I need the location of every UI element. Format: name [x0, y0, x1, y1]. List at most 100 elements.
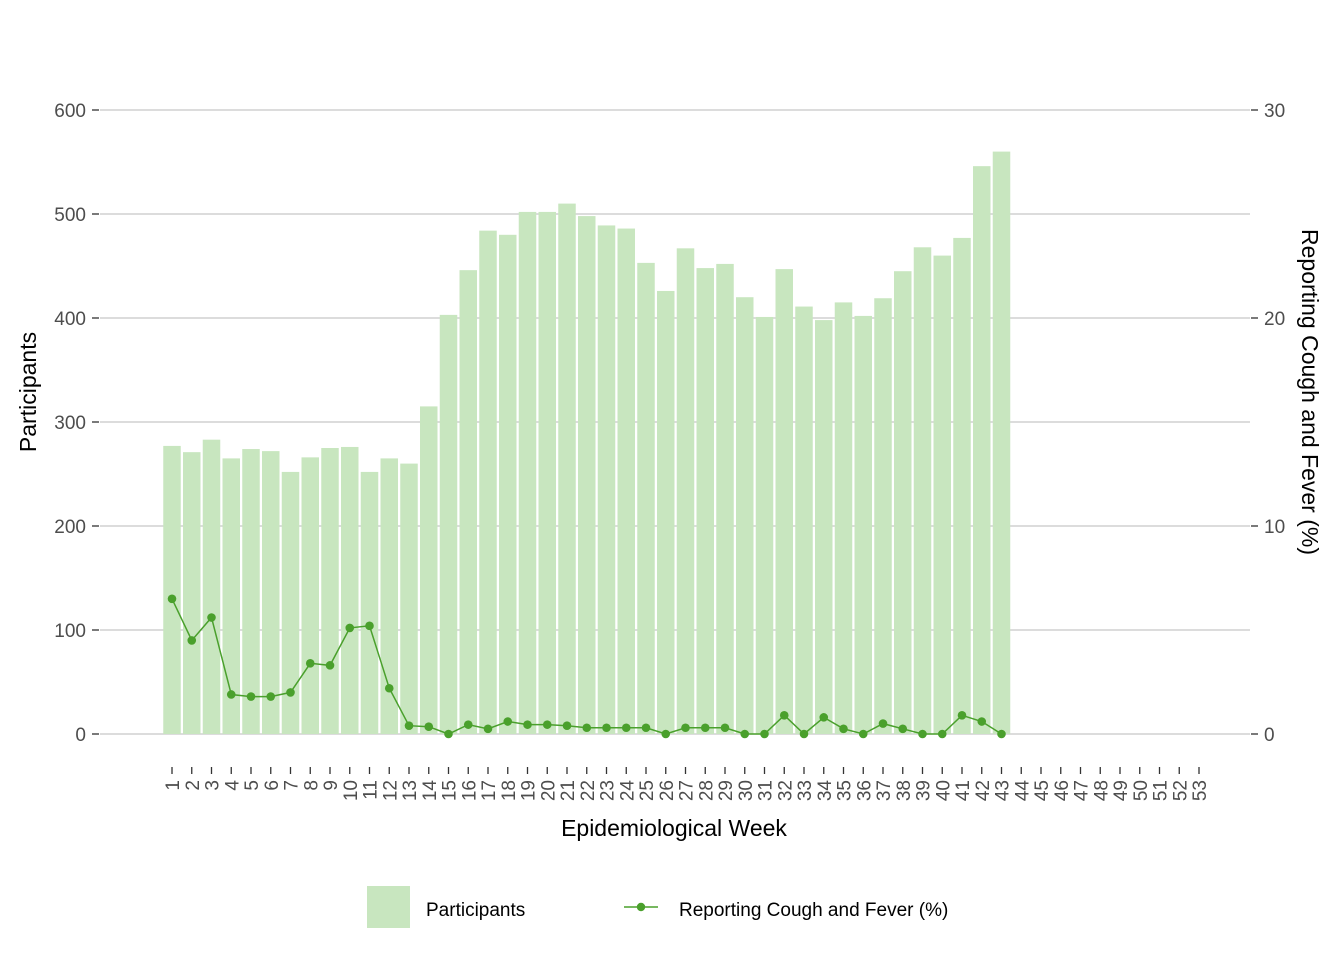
point-week-30: [740, 729, 750, 739]
y-left-tick-label-300: 300: [54, 413, 86, 434]
x-tick-label-24: 24: [617, 780, 638, 802]
x-tick-label-1: 1: [163, 780, 184, 791]
legend-label-cough-fever: Reporting Cough and Fever (%): [679, 900, 948, 921]
x-tick-label-14: 14: [420, 780, 441, 802]
point-week-17: [483, 724, 493, 734]
y-axis-title-right: Reporting Cough and Fever (%): [1297, 229, 1323, 555]
x-tick-label-15: 15: [440, 780, 461, 801]
x-tick-label-18: 18: [499, 780, 520, 801]
point-week-35: [839, 724, 848, 734]
x-tick-label-39: 39: [914, 780, 935, 801]
bar-week-18: [499, 234, 517, 735]
point-week-31: [760, 729, 769, 739]
y-right-tick-label-30: 30: [1264, 101, 1285, 122]
x-tick-label-31: 31: [756, 780, 777, 801]
x-tick-label-44: 44: [1012, 780, 1033, 802]
point-week-40: [937, 729, 947, 739]
bar-week-24: [617, 228, 635, 734]
y-right-tick-label-10: 10: [1264, 517, 1285, 538]
bar-week-42: [973, 166, 991, 734]
bar-week-17: [479, 230, 497, 734]
point-week-20: [542, 720, 552, 729]
point-week-3: [207, 613, 216, 622]
point-week-7: [286, 688, 295, 697]
point-week-6: [266, 692, 276, 701]
legend-label-participants: Participants: [426, 900, 525, 921]
bar-week-5: [242, 449, 260, 734]
x-tick-label-10: 10: [341, 780, 362, 801]
bar-week-16: [459, 270, 477, 734]
bar-week-25: [637, 262, 655, 734]
x-tick-label-9: 9: [321, 780, 342, 791]
bar-week-11: [360, 471, 379, 734]
legend-key-participants: [367, 886, 410, 928]
point-week-28: [700, 723, 710, 733]
bar-week-38: [894, 271, 912, 734]
x-tick-label-26: 26: [657, 780, 678, 801]
point-week-24: [621, 723, 631, 733]
bar-week-7: [281, 471, 300, 734]
bar-week-37: [874, 298, 892, 734]
point-week-12: [384, 683, 394, 693]
y-left-tick-label-400: 400: [54, 309, 86, 330]
point-week-38: [898, 724, 908, 734]
point-week-33: [799, 729, 809, 739]
x-tick-label-35: 35: [835, 780, 856, 801]
x-axis: 1234567891011121314151617181920212223242…: [163, 767, 1211, 801]
x-tick-label-6: 6: [262, 780, 283, 791]
point-week-10: [345, 623, 355, 633]
legend-key-point: [636, 902, 646, 912]
y-left-tick-label-200: 200: [54, 517, 86, 538]
bar-week-31: [755, 316, 774, 734]
y-axis-left: 0 100 200 300 400 500 600: [54, 101, 99, 746]
bar-week-35: [834, 302, 853, 734]
point-week-14: [424, 722, 434, 732]
x-tick-label-21: 21: [558, 780, 579, 801]
x-tick-label-13: 13: [400, 780, 421, 801]
x-tick-label-48: 48: [1091, 780, 1112, 801]
x-tick-label-4: 4: [222, 780, 243, 791]
x-tick-label-28: 28: [696, 780, 717, 801]
x-tick-label-20: 20: [538, 780, 559, 801]
y-left-tick-label-600: 600: [54, 101, 86, 122]
x-tick-label-30: 30: [736, 780, 757, 801]
bar-week-19: [518, 211, 537, 735]
bar-week-27: [676, 248, 695, 734]
x-tick-label-32: 32: [775, 780, 796, 801]
point-week-22: [582, 723, 592, 733]
x-tick-label-12: 12: [380, 780, 401, 801]
y-left-tick-label-500: 500: [54, 205, 86, 226]
bar-week-26: [657, 290, 675, 734]
bar-week-2: [183, 452, 201, 734]
bar-week-39: [913, 247, 932, 734]
point-week-41: [957, 710, 967, 720]
point-week-21: [562, 721, 572, 730]
bar-week-36: [854, 315, 872, 734]
x-tick-label-40: 40: [933, 780, 954, 801]
point-week-9: [325, 661, 335, 670]
x-tick-label-23: 23: [598, 780, 619, 801]
bar-week-10: [341, 446, 359, 734]
x-tick-label-47: 47: [1072, 780, 1093, 801]
bar-week-23: [597, 225, 616, 734]
point-week-8: [305, 658, 315, 668]
point-week-11: [365, 621, 374, 631]
bar-series: [163, 151, 1011, 735]
x-tick-label-36: 36: [854, 780, 875, 801]
point-week-23: [602, 723, 611, 733]
y-left-tick-label-0: 0: [75, 725, 86, 746]
x-tick-label-45: 45: [1032, 780, 1053, 801]
bar-week-1: [163, 445, 181, 734]
bar-week-41: [953, 237, 971, 735]
point-week-25: [641, 723, 651, 733]
bar-week-15: [439, 314, 458, 734]
bar-week-43: [992, 151, 1011, 735]
point-week-39: [918, 729, 927, 739]
point-week-15: [444, 729, 453, 739]
point-week-4: [226, 690, 236, 699]
bar-week-6: [262, 451, 280, 734]
bar-week-34: [815, 320, 833, 734]
x-tick-label-38: 38: [894, 780, 915, 801]
x-tick-label-34: 34: [815, 780, 836, 802]
